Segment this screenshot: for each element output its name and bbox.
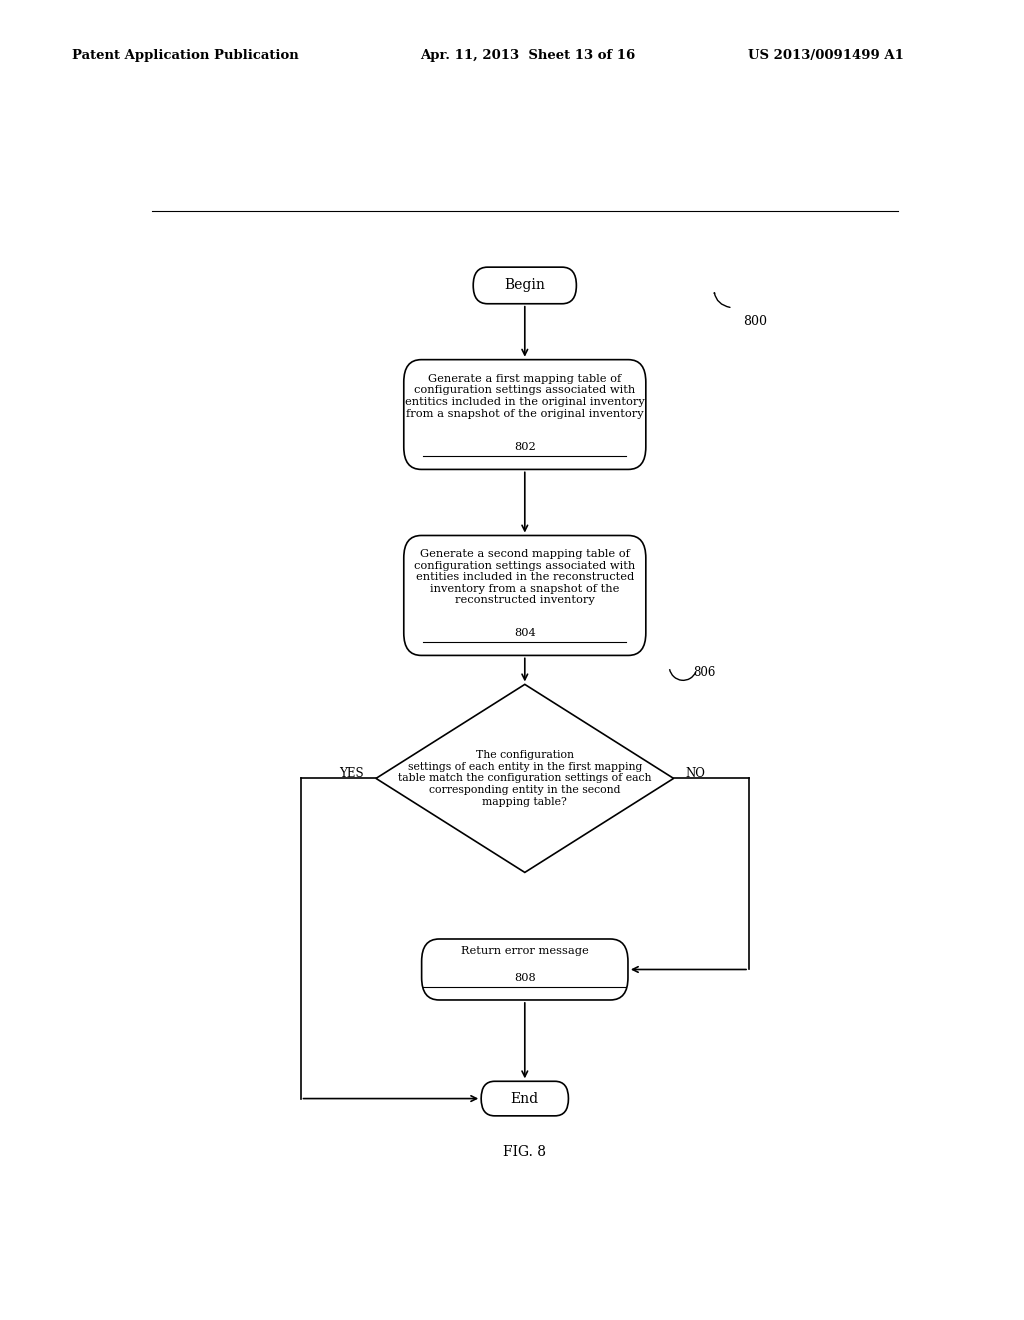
Polygon shape <box>376 684 674 873</box>
FancyBboxPatch shape <box>481 1081 568 1115</box>
FancyArrowPatch shape <box>714 293 730 308</box>
FancyBboxPatch shape <box>403 359 646 470</box>
Text: 800: 800 <box>743 314 767 327</box>
FancyBboxPatch shape <box>473 267 577 304</box>
Text: Generate a second mapping table of
configuration settings associated with
entiti: Generate a second mapping table of confi… <box>414 549 636 606</box>
Text: The configuration
settings of each entity in the first mapping
table match the c: The configuration settings of each entit… <box>398 750 651 807</box>
Text: Apr. 11, 2013  Sheet 13 of 16: Apr. 11, 2013 Sheet 13 of 16 <box>420 49 635 62</box>
Text: NO: NO <box>685 767 706 780</box>
Text: 804: 804 <box>514 628 536 638</box>
Text: YES: YES <box>340 767 365 780</box>
Text: 808: 808 <box>514 973 536 982</box>
Text: Begin: Begin <box>505 279 545 293</box>
Text: 802: 802 <box>514 442 536 451</box>
FancyBboxPatch shape <box>403 536 646 656</box>
Text: Patent Application Publication: Patent Application Publication <box>72 49 298 62</box>
Text: US 2013/0091499 A1: US 2013/0091499 A1 <box>748 49 903 62</box>
Text: Return error message: Return error message <box>461 946 589 956</box>
Text: Generate a first mapping table of
configuration settings associated with
entitic: Generate a first mapping table of config… <box>404 374 645 418</box>
Text: 806: 806 <box>693 667 716 680</box>
FancyBboxPatch shape <box>422 939 628 1001</box>
Text: FIG. 8: FIG. 8 <box>504 1146 546 1159</box>
Text: End: End <box>511 1092 539 1106</box>
